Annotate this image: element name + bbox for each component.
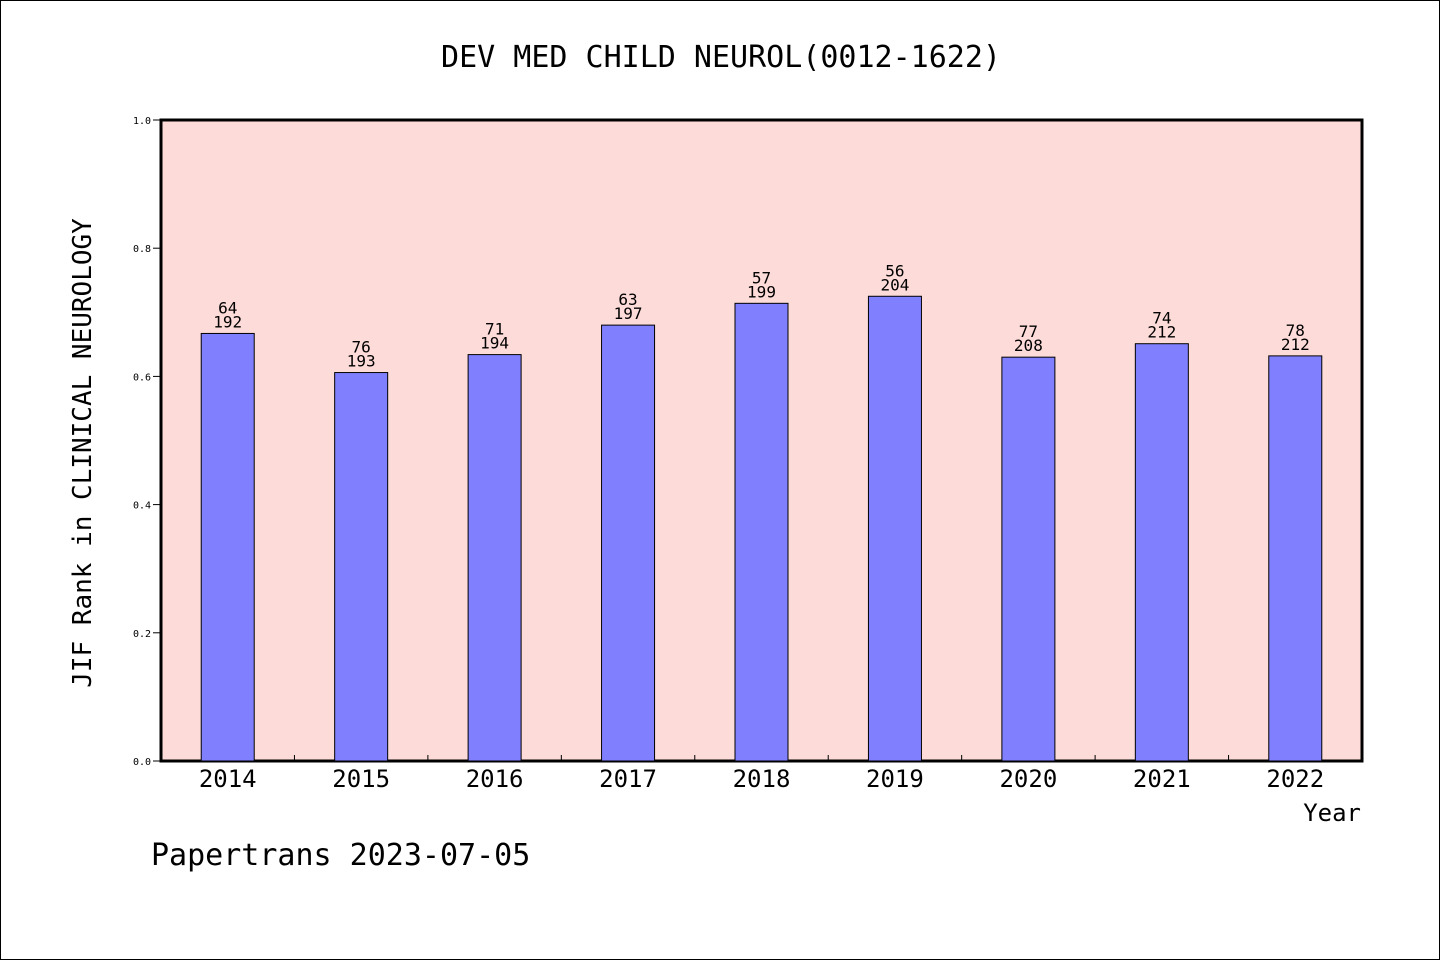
bar-rank-label: 77 xyxy=(1019,322,1038,341)
bar-total-label: 192 xyxy=(213,312,242,331)
bar-rank-label: 63 xyxy=(618,290,637,309)
bar-total-label: 199 xyxy=(747,282,776,301)
data-labels-group: 6419276193711946319757199562047720874212… xyxy=(213,261,1309,370)
y-axis: 0.0 0.2 0.4 0.6 0.8 1.0 xyxy=(133,116,161,768)
bar-2016 xyxy=(467,354,522,762)
y-tick-label: 0.4 xyxy=(133,501,151,512)
bar-total-label: 197 xyxy=(614,304,643,323)
bar-rank-label: 71 xyxy=(485,320,504,339)
y-tick-label: 0.6 xyxy=(133,372,151,383)
bar-total-label: 212 xyxy=(1147,323,1176,342)
x-tick-label: 2014 xyxy=(199,765,257,793)
bar-2019 xyxy=(867,295,922,762)
x-tick-label: 2018 xyxy=(733,765,791,793)
bar-2021 xyxy=(1134,343,1189,762)
x-tick-label: 2020 xyxy=(999,765,1057,793)
y-tick-label: 1.0 xyxy=(133,116,151,127)
bar-total-label: 194 xyxy=(480,334,509,353)
bar-rank-label: 78 xyxy=(1286,321,1305,340)
y-tick-label: 0.0 xyxy=(133,757,151,768)
bar-total-label: 212 xyxy=(1281,335,1310,354)
bar-rank-label: 57 xyxy=(752,268,771,287)
footer-credit: Papertrans 2023-07-05 xyxy=(151,838,530,873)
y-tick-label: 0.2 xyxy=(133,629,151,640)
bar-total-label: 208 xyxy=(1014,336,1043,355)
bar-rank-label: 74 xyxy=(1152,309,1171,328)
x-tick-label: 2015 xyxy=(332,765,390,793)
bars-group xyxy=(200,295,1323,762)
x-tick-label: 2022 xyxy=(1266,765,1324,793)
bar-2020 xyxy=(1001,356,1056,762)
chart-title: DEV MED CHILD NEUROL(0012-1622) xyxy=(441,40,1001,75)
x-tick-label: 2021 xyxy=(1133,765,1191,793)
bar-total-label: 193 xyxy=(347,352,376,371)
x-axis: 2014 2015 2016 2017 2018 2019 2020 2021 2022 xyxy=(199,755,1324,793)
bar-total-label: 204 xyxy=(880,275,909,294)
x-tick-label: 2016 xyxy=(466,765,524,793)
bar-2014 xyxy=(200,332,255,762)
bar-rank-label: 76 xyxy=(352,338,371,357)
x-tick-label: 2019 xyxy=(866,765,924,793)
bar-2022 xyxy=(1268,355,1323,762)
bar-2018 xyxy=(734,302,789,762)
x-axis-label: Year xyxy=(1303,799,1361,827)
bar-2015 xyxy=(334,372,389,762)
y-axis-label: JIF Rank in CLINICAL NEUROLOGY xyxy=(68,218,98,688)
bar-rank-label: 64 xyxy=(218,298,237,317)
x-tick-label: 2017 xyxy=(599,765,657,793)
bar-2017 xyxy=(601,324,656,762)
bar-rank-label: 56 xyxy=(885,261,904,280)
y-tick-label: 0.8 xyxy=(133,244,151,255)
